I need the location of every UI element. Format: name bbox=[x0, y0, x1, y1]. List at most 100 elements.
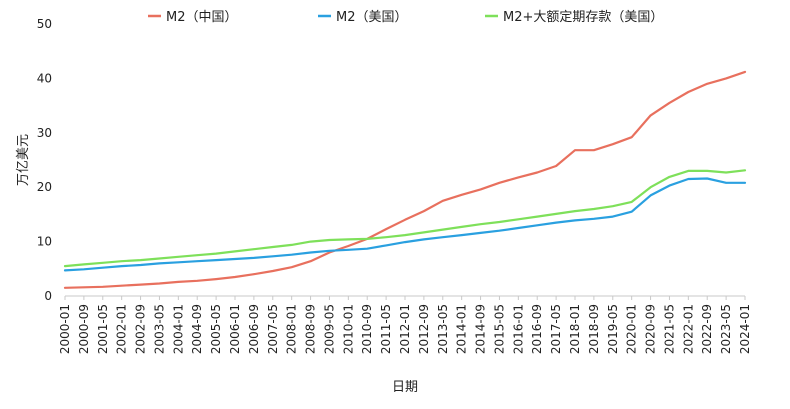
data-point bbox=[290, 253, 293, 256]
data-point bbox=[102, 266, 104, 269]
x-tick-label: 2014-09 bbox=[474, 304, 488, 354]
x-tick-label: 2019-05 bbox=[606, 304, 620, 354]
x-tick-label: 2018-09 bbox=[587, 304, 601, 354]
data-point bbox=[706, 83, 708, 85]
data-point bbox=[555, 213, 557, 215]
data-point bbox=[555, 165, 557, 167]
data-point bbox=[309, 251, 312, 254]
data-point bbox=[102, 262, 104, 264]
data-point bbox=[234, 276, 236, 278]
x-tick-label: 2006-09 bbox=[247, 304, 261, 354]
x-tick-label: 2000-01 bbox=[58, 304, 72, 354]
data-point bbox=[253, 248, 255, 250]
data-point bbox=[272, 270, 274, 272]
data-point bbox=[347, 238, 350, 241]
data-point bbox=[83, 268, 85, 271]
data-point bbox=[83, 263, 85, 266]
data-point bbox=[612, 205, 614, 207]
x-tick-label: 2016-09 bbox=[530, 304, 544, 354]
data-point bbox=[253, 273, 255, 276]
data-point bbox=[328, 251, 331, 254]
data-point bbox=[744, 71, 746, 73]
data-point bbox=[744, 182, 746, 184]
data-point bbox=[385, 244, 387, 247]
x-tick-label: 2017-05 bbox=[549, 304, 563, 354]
data-point bbox=[158, 257, 161, 260]
y-tick-label: 10 bbox=[37, 235, 52, 249]
x-tick-label: 2006-01 bbox=[228, 304, 242, 354]
data-point bbox=[479, 232, 482, 234]
data-point bbox=[120, 260, 123, 263]
data-point bbox=[498, 221, 501, 223]
data-point bbox=[272, 246, 274, 248]
data-point bbox=[196, 260, 198, 263]
data-point bbox=[120, 265, 123, 267]
x-tick-label: 2001-05 bbox=[96, 304, 110, 354]
data-point bbox=[630, 201, 633, 203]
data-point bbox=[498, 229, 501, 232]
data-point bbox=[517, 218, 520, 221]
data-point bbox=[215, 278, 217, 280]
data-point bbox=[309, 240, 312, 243]
x-tick-label: 2015-05 bbox=[492, 304, 506, 354]
x-tick-label: 2009-05 bbox=[322, 304, 336, 354]
data-point bbox=[706, 177, 708, 180]
x-tick-label: 2012-09 bbox=[417, 304, 431, 354]
data-point bbox=[290, 266, 293, 269]
data-point bbox=[404, 234, 406, 236]
data-point bbox=[649, 186, 652, 188]
x-tick-label: 2020-01 bbox=[625, 304, 639, 354]
legend-item-3: M2+大额定期存款（美国） bbox=[485, 10, 663, 25]
data-point bbox=[442, 228, 444, 231]
x-tick-label: 2008-01 bbox=[285, 304, 299, 354]
x-tick-label: 2020-09 bbox=[644, 304, 658, 354]
data-point bbox=[253, 257, 255, 259]
data-point bbox=[668, 184, 671, 187]
x-tick-label: 2021-05 bbox=[662, 304, 676, 354]
data-point bbox=[574, 149, 576, 151]
data-point bbox=[139, 259, 142, 261]
x-tick-label: 2013-05 bbox=[436, 304, 450, 354]
x-tick-label: 2016-01 bbox=[511, 304, 525, 354]
data-point bbox=[64, 287, 66, 289]
x-tick-label: 2004-01 bbox=[171, 304, 185, 354]
data-point bbox=[536, 171, 538, 174]
y-tick-label: 40 bbox=[37, 71, 52, 85]
data-point bbox=[498, 182, 501, 184]
data-point bbox=[630, 210, 633, 213]
plot-area bbox=[63, 70, 747, 289]
y-tick-label: 20 bbox=[37, 180, 52, 194]
data-point bbox=[177, 281, 180, 283]
data-point bbox=[725, 171, 727, 174]
series-3 bbox=[63, 169, 747, 268]
data-point bbox=[460, 226, 463, 228]
data-point bbox=[649, 114, 652, 117]
data-point bbox=[177, 261, 180, 264]
y-tick-label: 30 bbox=[37, 126, 52, 140]
data-point bbox=[668, 176, 671, 178]
data-point bbox=[630, 136, 633, 138]
legend-item-2: M2（美国） bbox=[318, 10, 408, 25]
x-tick-label: 2012-01 bbox=[398, 304, 412, 354]
x-tick-label: 2018-01 bbox=[568, 304, 582, 354]
x-tick-label: 2014-01 bbox=[455, 304, 469, 354]
data-point bbox=[687, 170, 690, 172]
data-point bbox=[423, 238, 425, 241]
data-point bbox=[574, 219, 576, 222]
data-point bbox=[234, 258, 236, 260]
data-point bbox=[479, 188, 482, 191]
data-point bbox=[139, 264, 142, 266]
data-point bbox=[725, 182, 727, 184]
x-tick-label: 2010-01 bbox=[341, 304, 355, 354]
data-point bbox=[744, 169, 746, 172]
x-tick-label: 2000-09 bbox=[77, 304, 91, 354]
data-point bbox=[234, 250, 236, 253]
data-point bbox=[366, 247, 369, 250]
legend-item-1: M2（中国） bbox=[148, 10, 238, 25]
data-point bbox=[668, 102, 671, 104]
x-axis: 2000-01 2000-09 2001-05 2002-01 2002-09 2003-… bbox=[58, 295, 752, 354]
data-point bbox=[555, 221, 557, 224]
data-point bbox=[120, 284, 123, 287]
data-point bbox=[385, 236, 387, 238]
